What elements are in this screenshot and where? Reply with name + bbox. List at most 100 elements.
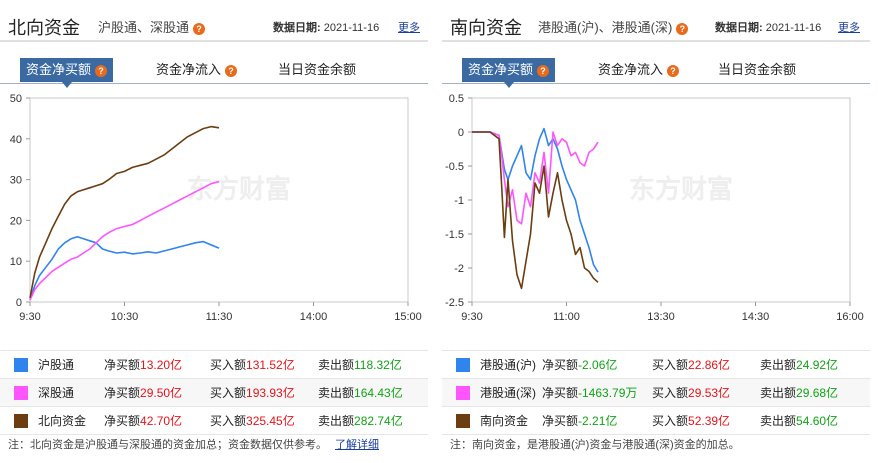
- legend-name: 港股通(沪): [480, 358, 536, 372]
- y-tick-label: -1.5: [445, 229, 464, 241]
- south-legend: 港股通(沪) 净买额-2.06亿 买入额22.86亿 卖出额24.92亿 港股通(深) 净…: [442, 350, 870, 435]
- buy-value: 52.39亿: [688, 414, 731, 428]
- buy-value: 325.45亿: [246, 414, 295, 428]
- x-tick-label: 9:30: [461, 311, 482, 323]
- legend-buy: 买入额325.45亿: [210, 407, 295, 435]
- north-chart: 东方财富 0 10 20 30 40 50 9:30 10:30 11:30 14:00 15:00: [0, 88, 428, 328]
- date-label: 数据日期:: [715, 22, 763, 34]
- buy-label: 买入额: [652, 358, 689, 372]
- buy-value: 29.53亿: [688, 386, 731, 400]
- tab-net-inflow[interactable]: 资金净流入?: [592, 58, 685, 82]
- y-tick-label: 30: [10, 175, 22, 187]
- buy-label: 买入额: [210, 414, 247, 428]
- sell-value: 164.43亿: [354, 386, 403, 400]
- help-icon[interactable]: ?: [225, 64, 238, 77]
- legend-net: 净买额-2.06亿: [542, 351, 617, 379]
- legend-swatch: [456, 414, 470, 428]
- net-label: 净买额: [542, 414, 579, 428]
- sell-label: 卖出额: [318, 386, 355, 400]
- x-tick-label: 11:30: [206, 311, 233, 323]
- legend-sell: 卖出额24.92亿: [760, 351, 838, 379]
- learn-more-link[interactable]: 了解详细: [335, 439, 379, 451]
- legend-swatch: [14, 358, 28, 372]
- buy-value: 193.93亿: [246, 386, 295, 400]
- x-tick-label: 16:00: [836, 311, 864, 323]
- net-label: 净买额: [104, 414, 141, 428]
- sell-label: 卖出额: [760, 414, 797, 428]
- series-line-0: [472, 127, 599, 273]
- net-value: 42.70亿: [140, 414, 183, 428]
- tab-arrow-icon: [503, 82, 514, 88]
- tab-arrow-icon: [61, 82, 72, 88]
- help-icon[interactable]: ?: [676, 22, 689, 35]
- x-tick-label: 10:30: [111, 311, 139, 323]
- north-chart-svg: 东方财富 0 10 20 30 40 50 9:30 10:30 11:30 14:00 15:00: [10, 93, 422, 323]
- legend-buy: 买入额131.52亿: [210, 351, 295, 379]
- x-tick-label: 15:00: [394, 311, 422, 323]
- tab-balance[interactable]: 当日资金余额: [272, 58, 362, 82]
- y-tick-label: 50: [10, 93, 22, 105]
- tab-net-buy-label: 资金净买额: [26, 62, 92, 77]
- tab-net-inflow[interactable]: 资金净流入?: [150, 58, 243, 82]
- tab-net-buy-label: 资金净买额: [468, 62, 534, 77]
- north-title: 北向资金: [8, 18, 80, 38]
- sell-value: 29.68亿: [796, 386, 839, 400]
- north-subtitle-text: 沪股通、深股通: [98, 20, 190, 35]
- tab-balance-label: 当日资金余额: [718, 62, 797, 77]
- y-tick-label: -2.5: [445, 297, 464, 309]
- y-tick-label: -2: [454, 263, 464, 275]
- south-chart-svg: 东方财富 0.5 0 -0.5 -1 -1.5 -2 -2.5 9:30 11:00 13:30 14…: [445, 93, 864, 323]
- legend-swatch: [14, 386, 28, 400]
- north-note-text: 注：北向资金是沪股通与深股通的资金加总；资金数据仅供参考。: [8, 439, 327, 451]
- south-more-link[interactable]: 更多: [838, 22, 860, 34]
- net-value: -2.21亿: [578, 414, 618, 428]
- help-icon[interactable]: ?: [95, 64, 108, 77]
- help-icon[interactable]: ?: [193, 22, 206, 35]
- tab-net-buy[interactable]: 资金净买额?: [20, 58, 114, 88]
- south-title: 南向资金: [450, 18, 522, 38]
- sell-label: 卖出额: [318, 358, 355, 372]
- y-tick-label: 40: [10, 134, 22, 146]
- legend-swatch: [14, 414, 28, 428]
- y-tick-label: 0: [16, 297, 22, 309]
- sell-label: 卖出额: [760, 358, 797, 372]
- sell-value: 282.74亿: [354, 414, 403, 428]
- legend-buy: 买入额22.86亿: [652, 351, 730, 379]
- help-icon[interactable]: ?: [537, 64, 550, 77]
- buy-value: 131.52亿: [246, 358, 295, 372]
- south-tabs: 资金净买额? 资金净流入? 当日资金余额: [442, 56, 870, 88]
- north-subtitle: 沪股通、深股通?: [98, 17, 206, 36]
- legend-sell: 卖出额54.60亿: [760, 407, 838, 435]
- tab-balance[interactable]: 当日资金余额: [712, 58, 802, 82]
- north-more-link[interactable]: 更多: [398, 22, 420, 34]
- legend-buy: 买入额193.93亿: [210, 379, 295, 407]
- north-date: 数据日期: 2021-11-16: [273, 19, 379, 35]
- buy-value: 22.86亿: [688, 358, 731, 372]
- x-tick-label: 9:30: [19, 311, 40, 323]
- y-tick-label: 0.5: [449, 93, 464, 105]
- sell-value: 118.32亿: [354, 358, 402, 372]
- legend-name: 沪股通: [38, 358, 75, 372]
- x-tick-label: 11:00: [553, 311, 580, 323]
- sell-label: 卖出额: [318, 414, 355, 428]
- sell-value: 24.92亿: [796, 358, 839, 372]
- legend-buy: 买入额52.39亿: [652, 407, 730, 435]
- south-subtitle: 港股通(沪)、港股通(深)?: [538, 17, 689, 36]
- legend-net: 净买额29.50亿: [104, 379, 182, 407]
- legend-sell: 卖出额118.32亿: [318, 351, 402, 379]
- legend-row: 沪股通 净买额13.20亿 买入额131.52亿 卖出额118.32亿: [0, 351, 428, 379]
- south-header: 南向资金 港股通(沪)、港股通(深)? 数据日期: 2021-11-16 更多: [442, 0, 870, 42]
- date-label: 数据日期:: [273, 22, 321, 34]
- tab-net-buy[interactable]: 资金净买额?: [462, 58, 556, 88]
- buy-label: 买入额: [210, 358, 247, 372]
- x-tick-label: 14:30: [742, 311, 770, 323]
- help-icon[interactable]: ?: [667, 64, 680, 77]
- y-tick-label: -1: [454, 195, 464, 207]
- series-line-2: [472, 131, 599, 290]
- legend-net: 净买额-2.21亿: [542, 407, 617, 435]
- sell-value: 54.60亿: [796, 414, 839, 428]
- x-tick-label: 13:30: [647, 311, 675, 323]
- net-value: -1463.79万: [578, 386, 638, 400]
- tab-net-inflow-label: 资金净流入: [598, 62, 664, 77]
- watermark-text: 东方财富: [629, 174, 733, 205]
